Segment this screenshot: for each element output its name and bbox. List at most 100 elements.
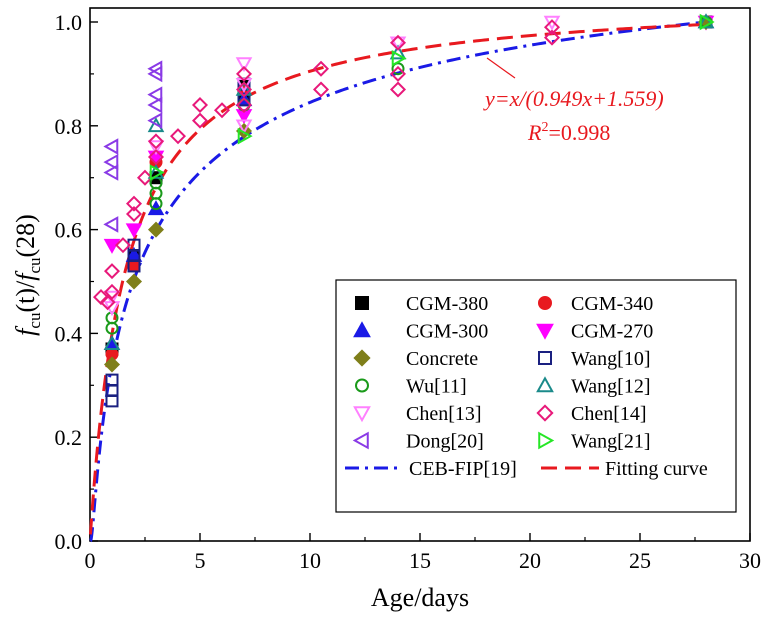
point-wang-21 <box>391 50 407 67</box>
point-concrete <box>103 356 121 373</box>
legend-label-fitting-curve: Fitting curve <box>605 458 708 480</box>
legend-marker-wang-10 <box>538 351 552 365</box>
legend-label-chen-13: Chen[13] <box>406 403 482 425</box>
y-tick-label: 0.2 <box>55 425 83 450</box>
point-concrete <box>147 221 165 238</box>
x-tick-label: 10 <box>299 548 321 573</box>
point-cgm-340 <box>127 259 141 273</box>
point-chen-13 <box>147 140 165 156</box>
point-dong-20 <box>103 216 119 233</box>
markers-layer <box>92 13 715 408</box>
legend-label-dong-20: Dong[20] <box>406 431 484 453</box>
legend-marker-chen-13 <box>353 406 371 423</box>
point-chen-13 <box>235 119 253 135</box>
y-tick-label: 0.4 <box>55 321 83 346</box>
legend-marker-cgm-270 <box>536 323 554 340</box>
x-tick-label: 0 <box>85 548 96 573</box>
y-title-f1: f <box>11 325 40 336</box>
legend-marker-dong-20 <box>352 431 369 450</box>
point-chen-14 <box>543 19 561 36</box>
legend-marker-concrete <box>353 349 371 367</box>
x-tick-label: 20 <box>519 548 541 573</box>
point-chen-13 <box>235 57 253 73</box>
point-chen-14 <box>191 97 209 114</box>
legend-marker-wu-11 <box>355 378 369 393</box>
cebfip-curve-line <box>89 20 707 543</box>
y-axis-title: fcu(t)/fcu(28) <box>11 214 44 336</box>
point-chen-14 <box>543 29 561 46</box>
point-dong-20 <box>147 86 163 103</box>
point-chen-14 <box>389 81 407 98</box>
point-wang-12 <box>147 163 165 179</box>
point-chen-14 <box>103 263 121 280</box>
point-wang-12 <box>103 335 121 351</box>
point-chen-14 <box>114 237 132 254</box>
y-title-tail: (28) <box>11 214 40 257</box>
point-cgm-270 <box>125 223 143 239</box>
point-chen-14 <box>147 148 165 165</box>
fit-r2-r: R <box>527 120 542 145</box>
point-wang-21 <box>149 164 165 181</box>
point-concrete <box>125 273 143 290</box>
point-chen-14 <box>103 283 121 300</box>
legend-label-concrete: Concrete <box>406 348 478 370</box>
legend-label-cebfip: CEB-FIP[19] <box>409 458 517 480</box>
legend-label-cgm-340: CGM-340 <box>571 293 653 315</box>
point-chen-14 <box>213 102 231 119</box>
point-chen-14 <box>312 60 330 77</box>
fit-equation: y=x/(0.949x+1.559) <box>483 86 664 111</box>
point-chen-14 <box>125 206 143 223</box>
fit-r2-sup: 2 <box>541 120 548 135</box>
y-title-sub1: cu <box>25 312 44 329</box>
point-dong-20 <box>147 112 163 129</box>
point-dong-20 <box>147 60 163 78</box>
point-chen-14 <box>125 195 143 212</box>
point-dong-20 <box>103 164 119 181</box>
point-cgm-270 <box>103 238 121 254</box>
legend-marker-wang-12 <box>536 376 554 393</box>
legend: CGM-380 CGM-340 CGM-300 CGM-270 Concrete Wang… <box>335 279 737 513</box>
x-tick-label: 5 <box>195 548 206 573</box>
legend-label-cgm-300: CGM-300 <box>406 321 488 343</box>
y-title-mid: (t)/ <box>11 280 40 313</box>
legend-label-wang-21: Wang[21] <box>571 431 650 453</box>
point-wang-12 <box>697 13 715 29</box>
point-dong-20 <box>103 138 119 155</box>
legend-label-cgm-270: CGM-270 <box>571 321 653 343</box>
point-chen-14 <box>389 65 407 82</box>
x-tick-labels: 0 5 10 15 20 25 30 <box>85 548 762 573</box>
y-tick-label: 1.0 <box>55 10 83 35</box>
y-tick-labels: 0.0 0.2 0.4 0.6 0.8 1.0 <box>55 10 83 554</box>
annotation-leader-line <box>486 57 516 79</box>
point-chen-14 <box>312 81 330 98</box>
point-wang-21 <box>237 127 253 145</box>
x-tick-label: 30 <box>739 548 761 573</box>
fit-r2-value: =0.998 <box>548 120 610 145</box>
y-title-sub2: cu <box>25 257 44 274</box>
legend-label-chen-14: Chen[14] <box>571 403 647 425</box>
legend-marker-cgm-380 <box>355 296 369 310</box>
legend-marker-cgm-300 <box>353 321 371 338</box>
point-dong-20 <box>147 96 163 114</box>
legend-marker-cgm-340 <box>538 296 552 310</box>
point-chen-14 <box>169 128 187 145</box>
point-dong-20 <box>103 153 119 171</box>
legend-label-wang-12: Wang[12] <box>571 376 650 398</box>
point-chen-14 <box>389 34 407 51</box>
legend-label-cgm-380: CGM-380 <box>406 293 488 315</box>
x-tick-label: 25 <box>629 548 651 573</box>
point-chen-14 <box>136 169 154 186</box>
x-tick-label: 15 <box>409 548 431 573</box>
legend-marker-wang-21 <box>538 431 555 450</box>
y-title-f2: f <box>11 270 40 281</box>
point-chen-14 <box>191 112 209 129</box>
point-chen-14 <box>235 65 253 82</box>
legend-box <box>335 279 737 513</box>
x-axis-title: Age/days <box>371 583 469 612</box>
y-tick-label: 0.0 <box>55 529 83 554</box>
legend-label-wu-11: Wu[11] <box>406 376 467 398</box>
point-chen-14 <box>235 81 253 98</box>
legend-marker-chen-14 <box>536 404 554 422</box>
point-chen-14 <box>147 133 165 150</box>
